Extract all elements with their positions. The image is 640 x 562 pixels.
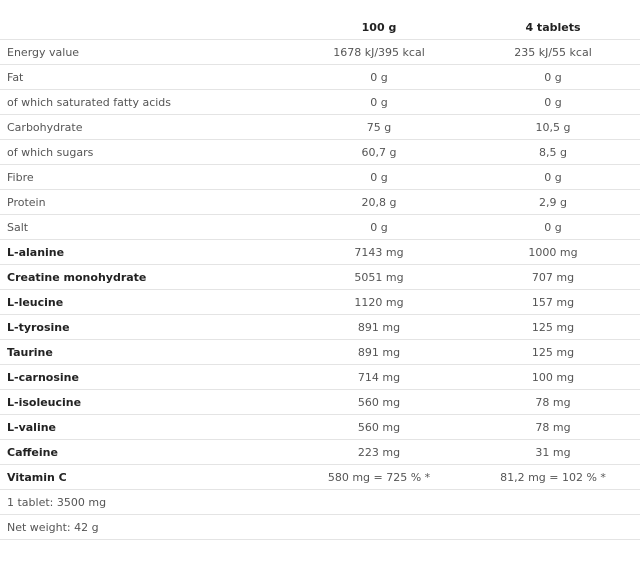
nutrient-label: Net weight: 42 g <box>0 514 292 540</box>
nutrient-label: L-tyrosine <box>0 314 292 340</box>
nutrient-label: L-alanine <box>0 239 292 265</box>
value-per-serving: 8,5 g <box>466 139 640 165</box>
nutrient-label: of which saturated fatty acids <box>0 89 292 115</box>
value-per-serving: 78 mg <box>466 414 640 440</box>
value-per-serving: 81,2 mg = 102 % * <box>466 464 640 490</box>
value-per-serving: 0 g <box>466 89 640 115</box>
table-row: L-valine 560 mg 78 mg <box>0 414 640 440</box>
nutrient-label: 1 tablet: 3500 mg <box>0 489 292 515</box>
header-per-serving: 4 tablets <box>466 15 640 40</box>
table-row: L-tyrosine 891 mg 125 mg <box>0 314 640 340</box>
nutrient-label: L-valine <box>0 414 292 440</box>
table-row: L-carnosine 714 mg 100 mg <box>0 364 640 390</box>
table-row: L-isoleucine 560 mg 78 mg <box>0 389 640 415</box>
value-per-100g: 714 mg <box>292 364 466 390</box>
value-per-serving: 707 mg <box>466 264 640 290</box>
table-row: Net weight: 42 g <box>0 514 640 540</box>
header-nutrient <box>0 15 292 40</box>
value-per-100g: 1678 kJ/395 kcal <box>292 39 466 65</box>
table-row: Carbohydrate 75 g 10,5 g <box>0 114 640 140</box>
value-per-serving <box>466 514 640 540</box>
nutrient-label: Fat <box>0 64 292 90</box>
table-row: Caffeine 223 mg 31 mg <box>0 439 640 465</box>
nutrient-label: Creatine monohydrate <box>0 264 292 290</box>
nutrient-label: of which sugars <box>0 139 292 165</box>
header-row: 100 g 4 tablets <box>0 15 640 40</box>
value-per-serving: 31 mg <box>466 439 640 465</box>
value-per-100g: 5051 mg <box>292 264 466 290</box>
value-per-serving: 10,5 g <box>466 114 640 140</box>
table-row: 1 tablet: 3500 mg <box>0 489 640 515</box>
nutrient-label: Taurine <box>0 339 292 365</box>
value-per-serving: 235 kJ/55 kcal <box>466 39 640 65</box>
value-per-100g: 0 g <box>292 64 466 90</box>
nutrition-table: 100 g 4 tablets Energy value 1678 kJ/395 … <box>0 15 640 540</box>
value-per-serving: 0 g <box>466 164 640 190</box>
table-row: Energy value 1678 kJ/395 kcal 235 kJ/55 kc… <box>0 39 640 65</box>
table-row: L-alanine 7143 mg 1000 mg <box>0 239 640 265</box>
value-per-serving <box>466 489 640 515</box>
value-per-100g: 75 g <box>292 114 466 140</box>
value-per-100g: 20,8 g <box>292 189 466 215</box>
value-per-100g: 560 mg <box>292 414 466 440</box>
nutrient-label: Energy value <box>0 39 292 65</box>
value-per-100g: 560 mg <box>292 389 466 415</box>
nutrient-label: Fibre <box>0 164 292 190</box>
table-row: Creatine monohydrate 5051 mg 707 mg <box>0 264 640 290</box>
value-per-serving: 78 mg <box>466 389 640 415</box>
value-per-100g: 891 mg <box>292 339 466 365</box>
table-row: Taurine 891 mg 125 mg <box>0 339 640 365</box>
value-per-100g: 7143 mg <box>292 239 466 265</box>
nutrient-label: Salt <box>0 214 292 240</box>
value-per-100g: 223 mg <box>292 439 466 465</box>
value-per-100g: 0 g <box>292 164 466 190</box>
table-row: L-leucine 1120 mg 157 mg <box>0 289 640 315</box>
value-per-100g <box>292 489 466 515</box>
table-row: of which sugars 60,7 g 8,5 g <box>0 139 640 165</box>
value-per-100g: 1120 mg <box>292 289 466 315</box>
value-per-serving: 0 g <box>466 64 640 90</box>
nutrient-label: L-carnosine <box>0 364 292 390</box>
nutrient-label: Vitamin C <box>0 464 292 490</box>
nutrient-label: Carbohydrate <box>0 114 292 140</box>
value-per-serving: 157 mg <box>466 289 640 315</box>
nutrient-label: L-leucine <box>0 289 292 315</box>
nutrient-label: L-isoleucine <box>0 389 292 415</box>
value-per-serving: 0 g <box>466 214 640 240</box>
nutrient-label: Caffeine <box>0 439 292 465</box>
value-per-100g <box>292 514 466 540</box>
table-row: Protein 20,8 g 2,9 g <box>0 189 640 215</box>
table-row: Vitamin C 580 mg = 725 % * 81,2 mg = 102 %… <box>0 464 640 490</box>
value-per-100g: 0 g <box>292 214 466 240</box>
value-per-100g: 891 mg <box>292 314 466 340</box>
value-per-serving: 1000 mg <box>466 239 640 265</box>
value-per-100g: 580 mg = 725 % * <box>292 464 466 490</box>
value-per-serving: 125 mg <box>466 339 640 365</box>
value-per-100g: 0 g <box>292 89 466 115</box>
nutrient-label: Protein <box>0 189 292 215</box>
value-per-serving: 100 mg <box>466 364 640 390</box>
header-per-100g: 100 g <box>292 15 466 40</box>
value-per-serving: 125 mg <box>466 314 640 340</box>
value-per-100g: 60,7 g <box>292 139 466 165</box>
value-per-serving: 2,9 g <box>466 189 640 215</box>
